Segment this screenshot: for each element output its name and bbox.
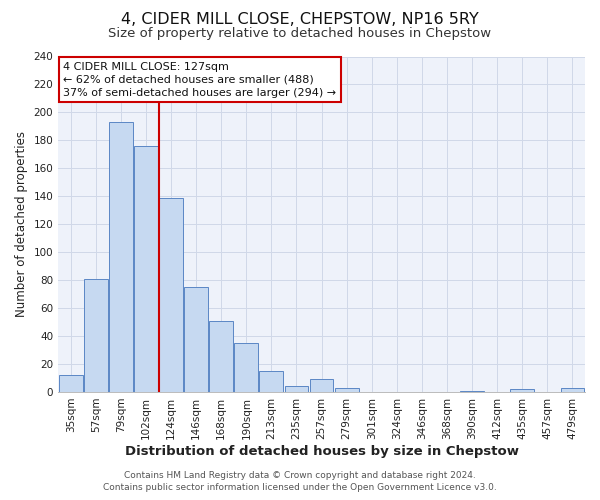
Text: 4, CIDER MILL CLOSE, CHEPSTOW, NP16 5RY: 4, CIDER MILL CLOSE, CHEPSTOW, NP16 5RY xyxy=(121,12,479,28)
Bar xyxy=(460,390,484,392)
Bar xyxy=(184,287,208,392)
Text: Size of property relative to detached houses in Chepstow: Size of property relative to detached ho… xyxy=(109,28,491,40)
Bar xyxy=(109,122,133,392)
Bar xyxy=(209,320,233,392)
Bar xyxy=(259,371,283,392)
Bar xyxy=(511,389,534,392)
Bar xyxy=(560,388,584,392)
Text: Contains HM Land Registry data © Crown copyright and database right 2024.
Contai: Contains HM Land Registry data © Crown c… xyxy=(103,471,497,492)
Bar xyxy=(134,146,158,392)
Y-axis label: Number of detached properties: Number of detached properties xyxy=(15,131,28,317)
Bar xyxy=(84,278,108,392)
Bar xyxy=(159,198,183,392)
Bar xyxy=(235,343,258,392)
Bar xyxy=(310,380,334,392)
Bar xyxy=(59,375,83,392)
Text: 4 CIDER MILL CLOSE: 127sqm
← 62% of detached houses are smaller (488)
37% of sem: 4 CIDER MILL CLOSE: 127sqm ← 62% of deta… xyxy=(64,62,337,98)
X-axis label: Distribution of detached houses by size in Chepstow: Distribution of detached houses by size … xyxy=(125,444,518,458)
Bar xyxy=(284,386,308,392)
Bar xyxy=(335,388,359,392)
